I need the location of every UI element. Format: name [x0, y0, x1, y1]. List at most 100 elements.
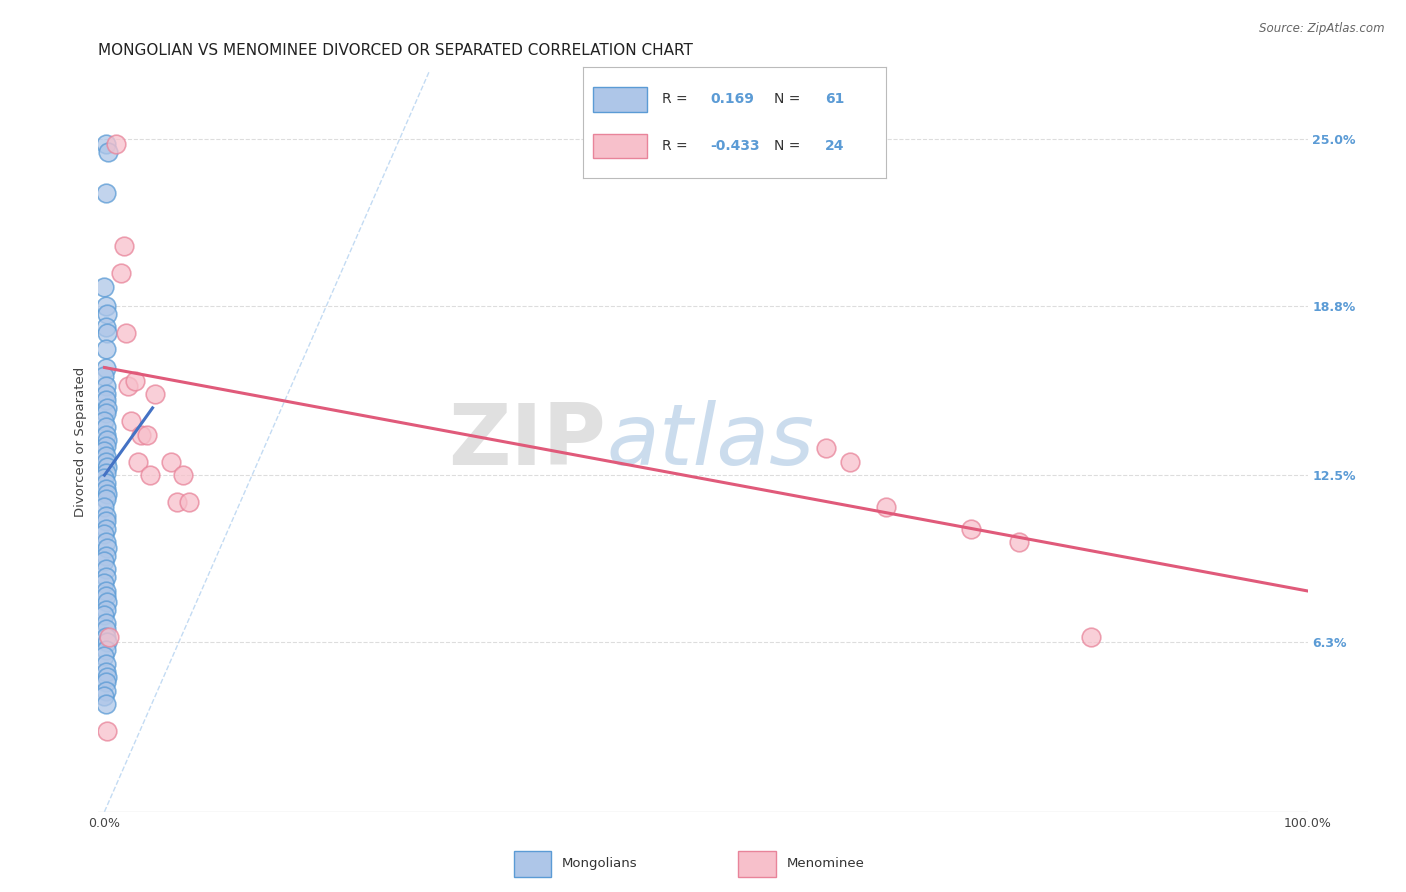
- Point: [94, 466, 117, 480]
- Point: [98, 630, 121, 644]
- Point: [96, 723, 118, 738]
- Point: [94, 476, 117, 491]
- Point: [96, 487, 118, 501]
- Point: [1008, 535, 1031, 549]
- Point: [96, 401, 118, 415]
- Text: -0.433: -0.433: [710, 139, 761, 153]
- Point: [94, 665, 117, 679]
- Point: [93, 648, 115, 663]
- Point: [94, 675, 117, 690]
- Point: [94, 508, 117, 523]
- Point: [94, 603, 117, 617]
- Point: [94, 482, 117, 496]
- Point: [94, 697, 117, 711]
- Text: R =: R =: [662, 92, 688, 106]
- Point: [96, 326, 118, 340]
- Point: [120, 414, 142, 428]
- Point: [93, 414, 115, 428]
- Text: atlas: atlas: [606, 400, 814, 483]
- Point: [96, 635, 118, 649]
- Point: [94, 455, 117, 469]
- Point: [93, 608, 115, 623]
- Point: [129, 427, 152, 442]
- Text: 0.169: 0.169: [710, 92, 755, 106]
- Point: [105, 136, 128, 151]
- Point: [959, 522, 981, 536]
- Text: Menominee: Menominee: [786, 856, 865, 870]
- Point: [135, 427, 157, 442]
- Point: [97, 145, 120, 160]
- Point: [96, 595, 118, 609]
- Point: [839, 455, 862, 469]
- Point: [94, 657, 117, 671]
- Point: [96, 433, 118, 447]
- Point: [94, 379, 117, 393]
- Point: [110, 266, 132, 280]
- Point: [94, 570, 117, 584]
- Point: [93, 554, 115, 568]
- Point: [94, 299, 117, 313]
- Point: [93, 368, 115, 383]
- Point: [93, 500, 115, 515]
- Point: [143, 387, 166, 401]
- Point: [94, 392, 117, 407]
- Text: Mongolians: Mongolians: [562, 856, 638, 870]
- Point: [94, 590, 117, 604]
- Point: [112, 239, 135, 253]
- Point: [94, 406, 117, 420]
- Point: [166, 495, 188, 509]
- Point: [127, 455, 149, 469]
- Point: [94, 492, 117, 507]
- Point: [139, 468, 162, 483]
- Point: [94, 535, 117, 549]
- Point: [117, 379, 139, 393]
- Point: [94, 450, 117, 464]
- Point: [94, 360, 117, 375]
- Text: MONGOLIAN VS MENOMINEE DIVORCED OR SEPARATED CORRELATION CHART: MONGOLIAN VS MENOMINEE DIVORCED OR SEPAR…: [98, 43, 693, 58]
- Point: [94, 549, 117, 563]
- Y-axis label: Divorced or Separated: Divorced or Separated: [73, 367, 87, 516]
- Point: [94, 683, 117, 698]
- Point: [93, 527, 115, 541]
- Point: [94, 387, 117, 401]
- Point: [94, 136, 117, 151]
- Text: N =: N =: [773, 139, 800, 153]
- Point: [115, 326, 138, 340]
- Text: N =: N =: [773, 92, 800, 106]
- Point: [94, 439, 117, 453]
- Point: [172, 468, 194, 483]
- Point: [94, 186, 117, 200]
- Bar: [592, 87, 647, 112]
- Point: [94, 622, 117, 636]
- Bar: [515, 851, 551, 877]
- Point: [94, 630, 117, 644]
- Point: [93, 279, 115, 293]
- Point: [94, 320, 117, 334]
- Point: [96, 541, 118, 555]
- Point: [94, 427, 117, 442]
- Bar: [592, 134, 647, 158]
- Point: [94, 643, 117, 657]
- Text: 24: 24: [825, 139, 845, 153]
- Point: [94, 562, 117, 576]
- Text: ZIP: ZIP: [449, 400, 606, 483]
- Text: R =: R =: [662, 139, 688, 153]
- Point: [177, 495, 200, 509]
- Point: [96, 460, 118, 475]
- Text: 61: 61: [825, 92, 845, 106]
- Point: [94, 584, 117, 599]
- Point: [875, 500, 897, 515]
- Point: [93, 689, 115, 703]
- Point: [94, 419, 117, 434]
- Point: [815, 442, 838, 456]
- Point: [93, 575, 115, 590]
- Point: [94, 342, 117, 356]
- Point: [93, 471, 115, 485]
- Point: [94, 522, 117, 536]
- Point: [96, 670, 118, 684]
- Point: [94, 514, 117, 528]
- Text: Source: ZipAtlas.com: Source: ZipAtlas.com: [1260, 22, 1385, 36]
- Bar: [738, 851, 776, 877]
- Point: [1080, 630, 1102, 644]
- Point: [94, 616, 117, 631]
